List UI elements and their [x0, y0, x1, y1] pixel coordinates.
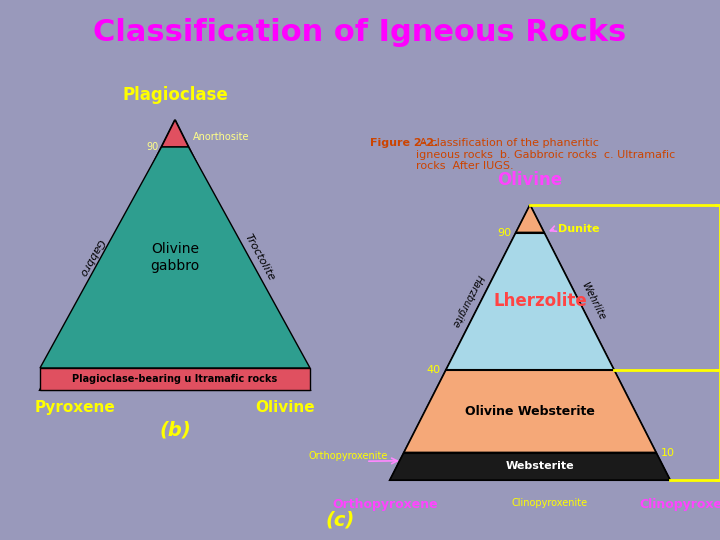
Polygon shape	[40, 120, 310, 390]
Polygon shape	[516, 205, 544, 233]
Polygon shape	[446, 233, 614, 370]
Text: Anorthosite: Anorthosite	[193, 132, 250, 142]
Text: Olivine Websterite: Olivine Websterite	[465, 405, 595, 418]
Text: A classification of the phaneritic
igneous rocks  b. Gabbroic rocks  c. Ultramaf: A classification of the phaneritic igneo…	[416, 138, 675, 171]
Text: Figure 2-2.: Figure 2-2.	[370, 138, 438, 148]
Text: 90: 90	[497, 227, 511, 238]
Text: Harzburgite: Harzburgite	[449, 273, 485, 329]
Text: Plagioclase: Plagioclase	[122, 86, 228, 104]
Polygon shape	[40, 368, 310, 390]
Text: Olivine
gabbro: Olivine gabbro	[150, 242, 199, 273]
Text: 40: 40	[427, 365, 441, 375]
Text: Olivine: Olivine	[498, 171, 562, 189]
Text: Orthopyroxenite: Orthopyroxenite	[308, 451, 387, 461]
Polygon shape	[390, 453, 670, 480]
Text: Clinopyroxenite: Clinopyroxenite	[512, 498, 588, 508]
Text: Olivine: Olivine	[256, 400, 315, 415]
Text: Classification of Igneous Rocks: Classification of Igneous Rocks	[94, 18, 626, 47]
Text: (c): (c)	[325, 510, 355, 530]
Text: 90: 90	[146, 142, 158, 152]
Text: Plagioclase-bearing u ltramafic rocks: Plagioclase-bearing u ltramafic rocks	[73, 374, 278, 384]
Polygon shape	[40, 147, 310, 368]
Text: Gabbro: Gabbro	[76, 237, 105, 278]
Text: Troctolite: Troctolite	[243, 232, 276, 283]
Text: 10: 10	[661, 448, 675, 457]
Text: Wehrlite: Wehrlite	[579, 281, 607, 322]
Polygon shape	[161, 120, 189, 147]
Text: Clinopyroxene: Clinopyroxene	[640, 498, 720, 511]
Text: Lherzolite: Lherzolite	[493, 292, 587, 310]
Polygon shape	[390, 205, 670, 480]
Text: Pyroxene: Pyroxene	[35, 400, 116, 415]
Text: (b): (b)	[159, 421, 191, 440]
Text: Websterite: Websterite	[505, 461, 575, 471]
Polygon shape	[404, 370, 656, 453]
Text: Dunite: Dunite	[558, 224, 600, 233]
Text: Orthopyroxene: Orthopyroxene	[332, 498, 438, 511]
